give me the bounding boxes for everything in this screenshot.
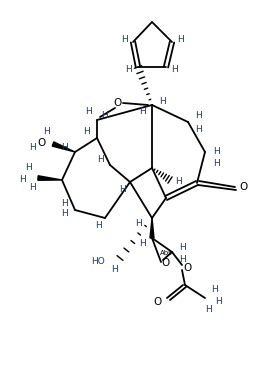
Text: H: H xyxy=(179,244,185,253)
Text: H: H xyxy=(96,222,102,231)
Text: H: H xyxy=(29,184,35,192)
Text: H: H xyxy=(195,112,201,120)
Text: HO: HO xyxy=(91,257,105,266)
Text: O: O xyxy=(239,182,247,192)
Text: H: H xyxy=(62,210,68,219)
Text: H: H xyxy=(62,200,68,209)
Text: H: H xyxy=(126,66,132,75)
Text: O: O xyxy=(114,98,122,108)
Text: O: O xyxy=(154,297,162,307)
Text: Abs: Abs xyxy=(160,250,172,256)
Text: H: H xyxy=(195,125,201,135)
Text: H: H xyxy=(86,107,92,116)
Text: H: H xyxy=(97,154,103,163)
Text: H: H xyxy=(25,163,31,172)
Text: H: H xyxy=(212,285,218,295)
Polygon shape xyxy=(38,176,62,180)
Text: O: O xyxy=(183,263,191,273)
Text: H: H xyxy=(44,128,50,137)
Text: H: H xyxy=(102,112,108,120)
Text: H: H xyxy=(20,176,26,185)
Polygon shape xyxy=(52,142,75,152)
Text: H: H xyxy=(139,238,145,248)
Text: H: H xyxy=(160,97,166,106)
Polygon shape xyxy=(150,218,154,238)
Text: H: H xyxy=(112,266,118,275)
Text: H: H xyxy=(172,66,178,75)
Text: H: H xyxy=(179,256,185,264)
Text: H: H xyxy=(61,144,67,153)
Text: H: H xyxy=(119,185,125,194)
Text: H: H xyxy=(30,144,36,153)
Text: H: H xyxy=(216,298,222,307)
Text: O: O xyxy=(162,258,170,268)
Text: H: H xyxy=(213,160,219,169)
Text: H: H xyxy=(178,34,184,44)
Text: H: H xyxy=(121,34,127,44)
Text: H: H xyxy=(206,305,212,314)
Text: O: O xyxy=(38,138,46,148)
Text: H: H xyxy=(213,147,219,157)
Text: H: H xyxy=(135,219,141,228)
Text: H: H xyxy=(139,107,145,116)
Text: H: H xyxy=(84,128,90,137)
Text: H: H xyxy=(175,178,181,186)
